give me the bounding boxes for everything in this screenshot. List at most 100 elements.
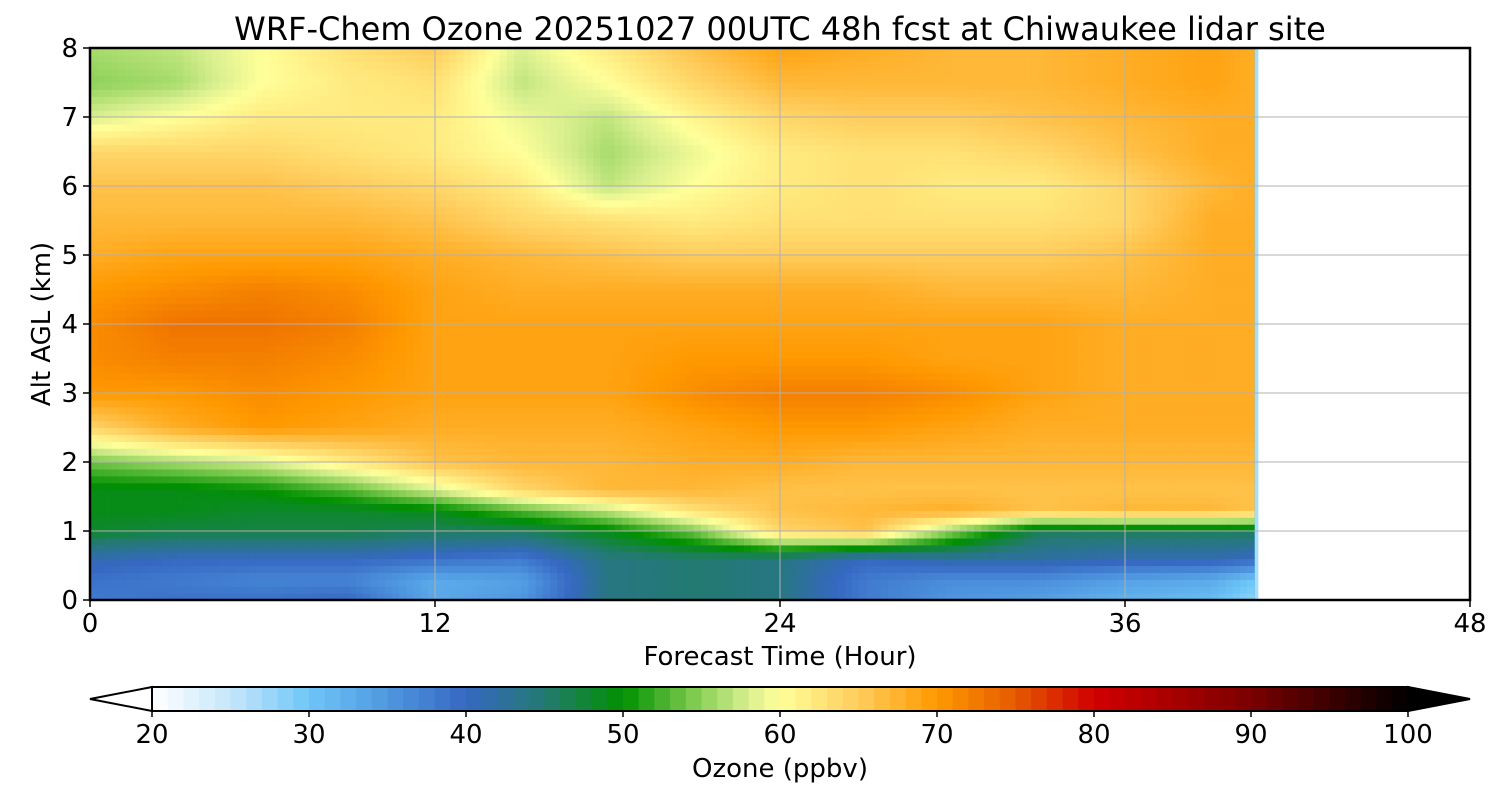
heatmap-cell <box>248 565 256 573</box>
heatmap-cell <box>1060 565 1069 573</box>
heatmap-cell <box>212 537 220 546</box>
heatmap-cell <box>176 427 185 435</box>
heatmap-cell <box>240 482 249 491</box>
heatmap-cell <box>765 441 774 449</box>
heatmap-cell <box>938 537 946 546</box>
heatmap-cell <box>413 434 422 442</box>
heatmap-cell <box>643 586 652 594</box>
heatmap-cell <box>1081 565 1090 573</box>
heatmap-cell <box>355 558 364 567</box>
heatmap-cell <box>1175 524 1184 532</box>
heatmap-cell <box>1125 455 1133 463</box>
heatmap-cell <box>557 537 565 546</box>
heatmap-cell <box>1010 544 1018 553</box>
heatmap-cell <box>240 448 249 456</box>
heatmap-cell <box>686 482 695 491</box>
heatmap-cell <box>305 441 314 449</box>
heatmap-cell <box>571 544 580 553</box>
heatmap-cell <box>320 510 328 518</box>
heatmap-cell <box>801 462 810 470</box>
heatmap-cell <box>578 544 587 553</box>
heatmap-cell <box>686 579 695 587</box>
heatmap-cell <box>708 434 716 442</box>
heatmap-cell <box>1117 399 1126 408</box>
heatmap-cell <box>169 386 177 394</box>
heatmap-cell <box>1017 537 1025 546</box>
heatmap-cell <box>413 448 422 456</box>
heatmap-cell <box>1218 455 1227 463</box>
heatmap-cell <box>1002 406 1011 415</box>
heatmap-cell <box>449 565 458 573</box>
heatmap-cell <box>823 558 831 567</box>
heatmap-cell <box>952 475 961 484</box>
heatmap-cell <box>1225 434 1234 442</box>
heatmap-cell <box>585 455 594 463</box>
heatmap-cell <box>1196 427 1205 435</box>
heatmap-cell <box>154 434 163 442</box>
heatmap-cell <box>147 510 156 518</box>
heatmap-cell <box>154 455 163 463</box>
heatmap-cell <box>542 482 551 491</box>
heatmap-cell <box>456 503 465 511</box>
heatmap-cell <box>140 420 149 429</box>
heatmap-cell <box>808 524 817 532</box>
heatmap-cell <box>291 393 300 401</box>
heatmap-cell <box>470 503 479 511</box>
heatmap-cell <box>470 386 479 394</box>
heatmap-cell <box>902 427 910 435</box>
heatmap-cell <box>1211 468 1220 477</box>
heatmap-cell <box>118 448 127 456</box>
heatmap-cell <box>1132 393 1140 401</box>
heatmap-cell <box>90 579 98 587</box>
heatmap-cell <box>1002 399 1011 408</box>
heatmap-cell <box>571 420 580 429</box>
heatmap-cell <box>514 386 522 394</box>
heatmap-cell <box>830 406 839 415</box>
heatmap-cell <box>190 406 199 415</box>
heatmap-cell <box>1168 462 1176 470</box>
heatmap-cell <box>212 593 220 601</box>
heatmap-cell <box>916 503 925 511</box>
heatmap-cell <box>147 455 156 463</box>
heatmap-cell <box>557 420 565 429</box>
heatmap-cell <box>1160 413 1169 422</box>
heatmap-cell <box>111 503 120 511</box>
heatmap-cell <box>902 544 910 553</box>
heatmap-cell <box>1232 399 1241 408</box>
heatmap-cell <box>751 427 760 435</box>
heatmap-cell <box>399 496 407 504</box>
heatmap-cell <box>916 524 925 532</box>
heatmap-cell <box>276 427 285 435</box>
heatmap-cell <box>219 489 228 498</box>
heatmap-cell <box>197 441 206 449</box>
heatmap-cell <box>1067 593 1076 601</box>
heatmap-cell <box>1010 434 1018 442</box>
heatmap-cell <box>327 448 335 456</box>
heatmap-cell <box>585 462 594 470</box>
heatmap-cell <box>90 517 98 525</box>
heatmap-cell <box>1139 586 1148 594</box>
heatmap-cell <box>355 586 364 594</box>
heatmap-cell <box>1074 496 1083 504</box>
heatmap-cell <box>212 572 220 580</box>
heatmap-cell <box>772 586 781 594</box>
heatmap-cell <box>657 531 666 539</box>
heatmap-cell <box>226 503 235 511</box>
heatmap-cell <box>693 482 702 491</box>
heatmap-cell <box>780 406 788 415</box>
heatmap-cell <box>693 586 702 594</box>
heatmap-cell <box>966 558 975 567</box>
heatmap-cell <box>844 475 853 484</box>
heatmap-cell <box>823 455 831 463</box>
heatmap-cell <box>550 399 558 408</box>
heatmap-cell <box>614 496 623 504</box>
heatmap-cell <box>1225 579 1234 587</box>
heatmap-cell <box>1103 593 1112 601</box>
heatmap-cell <box>269 503 278 511</box>
heatmap-cell <box>133 551 141 560</box>
heatmap-cell <box>449 579 458 587</box>
heatmap-cell <box>219 544 228 553</box>
heatmap-cell <box>945 468 954 477</box>
heatmap-cell <box>269 558 278 567</box>
heatmap-cell <box>1031 517 1040 525</box>
